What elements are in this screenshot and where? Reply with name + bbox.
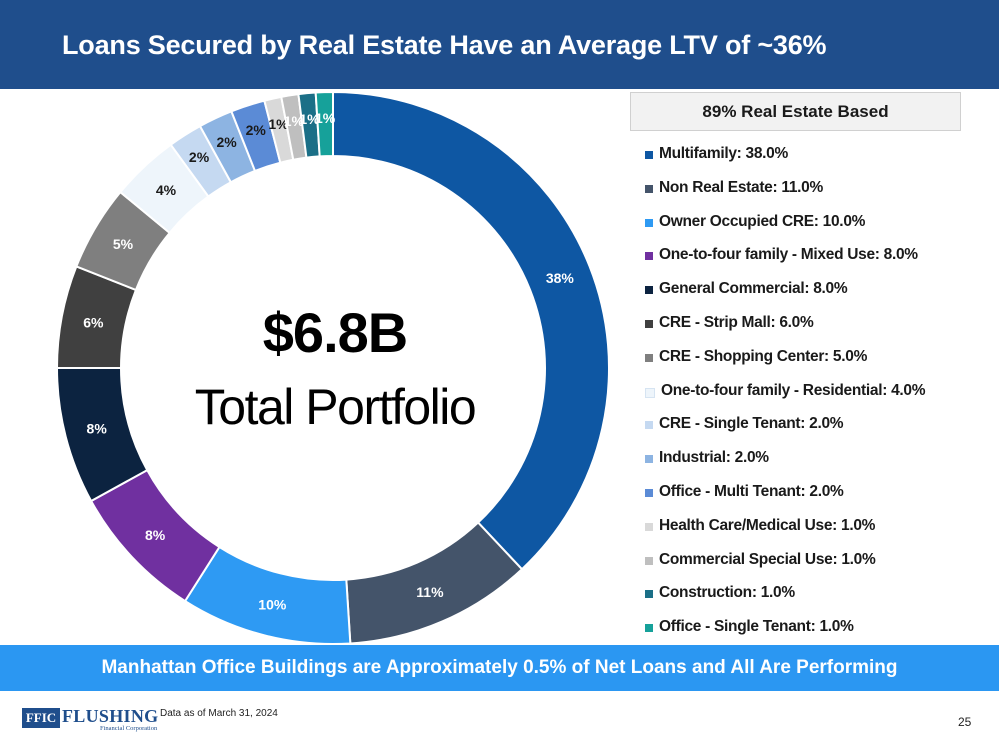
legend-label: CRE - Single Tenant: 2.0% [659, 415, 844, 433]
donut-slice-label-8: 2% [189, 149, 210, 165]
donut-slice-label-1: 11% [416, 584, 444, 600]
donut-slice-label-3: 8% [145, 527, 166, 543]
legend-item: Industrial: 2.0% [645, 449, 995, 483]
donut-slice-label-13: 1% [299, 111, 320, 127]
legend-item: Health Care/Medical Use: 1.0% [645, 517, 995, 551]
legend-swatch [645, 421, 653, 430]
donut-slice-label-0: 38% [546, 270, 575, 286]
page-number: 25 [958, 715, 972, 729]
donut-slice-label-6: 5% [113, 236, 134, 252]
legend-label: Multifamily: 38.0% [659, 145, 788, 162]
legend-label: Office - Multi Tenant: 2.0% [659, 482, 844, 500]
portfolio-total-label: Total Portfolio [194, 379, 477, 435]
page-title: Loans Secured by Real Estate Have an Ave… [62, 30, 827, 60]
donut-slice-label-4: 8% [87, 421, 108, 437]
donut-slice-label-14: 1% [315, 110, 336, 126]
legend-label: Office - Single Tenant: 1.0% [659, 618, 854, 636]
donut-slice-label-10: 2% [246, 122, 267, 138]
legend-item: CRE - Single Tenant: 2.0% [645, 415, 995, 449]
legend-item: Multifamily: 38.0% [645, 145, 995, 179]
legend-label: General Commercial: 8.0% [659, 280, 848, 298]
donut-slice-label-12: 1% [284, 113, 305, 129]
legend-item: Owner Occupied CRE: 10.0% [645, 213, 995, 247]
legend-item: Office - Single Tenant: 1.0% [645, 618, 995, 652]
legend-item: Non Real Estate: 11.0% [645, 179, 995, 213]
logo-name: FLUSHING [62, 706, 159, 726]
legend-swatch [645, 590, 653, 599]
legend-header: 89% Real Estate Based [630, 92, 961, 131]
legend-label: CRE - Strip Mall: 6.0% [659, 313, 814, 331]
banner: Manhattan Office Buildings are Approxima… [0, 645, 999, 691]
donut-slice-0 [332, 90, 610, 571]
legend-swatch [645, 184, 653, 193]
legend-swatch [645, 218, 653, 227]
legend-swatch [645, 353, 653, 362]
donut-slice-label-2: 10% [258, 596, 287, 612]
legend-item: One-to-four family - Mixed Use: 8.0% [645, 246, 995, 280]
legend-item: Construction: 1.0% [645, 584, 995, 618]
donut-slice-label-5: 6% [83, 314, 104, 330]
legend-item: One-to-four family - Residential: 4.0% [645, 382, 995, 416]
legend-swatch [645, 556, 653, 565]
legend-label: Health Care/Medical Use: 1.0% [659, 516, 876, 534]
legend-swatch [645, 387, 655, 398]
legend-label: Industrial: 2.0% [659, 449, 769, 467]
logo-mark: FFIC [22, 708, 60, 728]
legend-swatch [645, 319, 653, 328]
donut-slice-label-9: 2% [216, 134, 237, 150]
legend-swatch [645, 624, 653, 633]
donut-slice-label-11: 1% [268, 116, 289, 132]
donut-slice-14 [314, 90, 334, 158]
legend-item: CRE - Strip Mall: 6.0% [645, 314, 995, 348]
legend-swatch [645, 522, 653, 531]
legend-swatch [645, 151, 653, 159]
legend: Multifamily: 38.0% Non Real Estate: 11.0%… [645, 145, 995, 652]
legend-label: Owner Occupied CRE: 10.0% [659, 212, 866, 230]
legend-label: One-to-four family - Residential: 4.0% [661, 381, 926, 399]
logo-subtitle: Financial Corporation [100, 725, 158, 732]
legend-label: CRE - Shopping Center: 5.0% [659, 347, 868, 365]
legend-item: General Commercial: 8.0% [645, 280, 995, 314]
portfolio-total-value: $6.8B [262, 301, 408, 364]
legend-label: One-to-four family - Mixed Use: 8.0% [659, 246, 918, 264]
legend-item: Office - Multi Tenant: 2.0% [645, 483, 995, 517]
legend-swatch [645, 488, 653, 497]
legend-item: CRE - Shopping Center: 5.0% [645, 348, 995, 382]
legend-label: Construction: 1.0% [659, 584, 795, 602]
legend-swatch [645, 252, 653, 261]
legend-swatch [645, 286, 653, 295]
legend-label: Non Real Estate: 11.0% [659, 178, 823, 196]
legend-item: Commercial Special Use: 1.0% [645, 551, 995, 585]
legend-label: Commercial Special Use: 1.0% [659, 550, 876, 568]
legend-swatch [645, 455, 653, 464]
donut-slice-label-7: 4% [156, 182, 177, 198]
donut-chart: 38%11%10%8%8%6%5%4%2%2%2% 1%1%1%1% [55, 90, 610, 645]
title-bar: Loans Secured by Real Estate Have an Ave… [0, 0, 999, 89]
data-as-of-note: Data as of March 31, 2024 [160, 708, 278, 719]
